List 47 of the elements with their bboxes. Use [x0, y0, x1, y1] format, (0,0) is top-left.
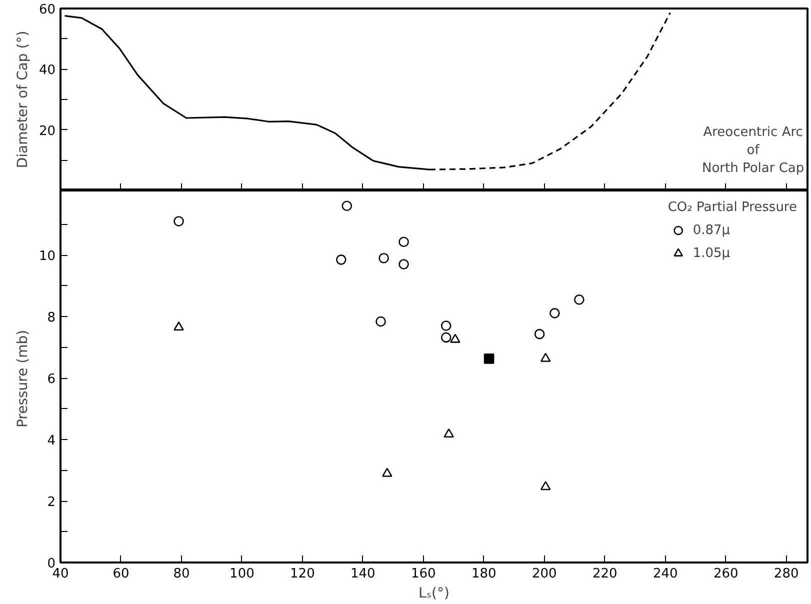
y-tick-label: 0 [47, 556, 56, 572]
y-tick-label: 8 [47, 310, 56, 326]
y-tick-label: 4 [47, 434, 56, 449]
x-tick-label: 260 [713, 566, 738, 582]
point [378, 252, 389, 264]
y-tick-label: 60 [38, 2, 56, 18]
point [574, 294, 584, 305]
point [450, 334, 460, 343]
x-tick-label: 160 [411, 566, 436, 582]
y-tick-label: 10 [38, 249, 56, 264]
legend-label: 0.87μ [692, 222, 730, 238]
point [534, 328, 545, 340]
point [398, 236, 409, 247]
point [540, 352, 551, 362]
point [440, 320, 452, 331]
point [444, 428, 454, 438]
x-tick-label: 240 [652, 566, 678, 582]
x-axis-title: Lₛ(°) [418, 586, 450, 602]
y-axis-title: Pressure (mb) [14, 330, 31, 428]
y-tick-label: 6 [47, 372, 56, 388]
y-tick-label: 40 [38, 63, 56, 78]
x-tick-label: 140 [350, 566, 376, 582]
y-axis-title: Diameter of Cap (°) [14, 30, 31, 168]
y-tick-label: 20 [38, 124, 56, 139]
y-tick-label: 2 [47, 495, 56, 510]
point [550, 308, 560, 318]
annotation: Areocentric Arc of North Polar Cap [702, 124, 804, 176]
point [440, 332, 452, 343]
point [342, 200, 352, 212]
x-tick-label: 180 [471, 566, 496, 582]
point [376, 316, 386, 327]
x-tick-label: 280 [774, 566, 799, 582]
legend-label: 1.05μ [692, 246, 730, 260]
x-tick-label: 100 [230, 566, 254, 582]
point [540, 481, 551, 490]
x-tick-label: 120 [290, 566, 315, 582]
point [174, 321, 184, 331]
x-tick-label: 200 [532, 566, 557, 582]
x-tick-label: 80 [173, 566, 190, 582]
point [336, 254, 346, 265]
point [398, 259, 409, 270]
x-tick-label: 220 [592, 566, 618, 582]
legend-title: CO₂ Partial Pressure [668, 200, 797, 215]
point [174, 216, 184, 226]
x-tick-label: 60 [112, 566, 130, 582]
point [484, 354, 494, 364]
point [382, 468, 392, 477]
